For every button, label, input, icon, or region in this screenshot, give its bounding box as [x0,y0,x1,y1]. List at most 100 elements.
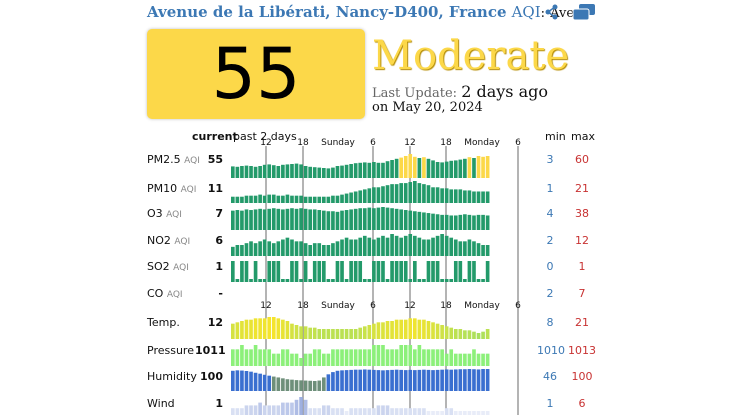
share-icon[interactable] [545,4,559,24]
bar-wind-47 [444,408,449,415]
bar-no2-47 [444,235,449,256]
bar-so2-22 [331,279,335,282]
bar-humidity-38 [403,370,408,391]
row-min-so2: 0 [546,260,554,273]
row-label-pressure: Pressure [147,344,194,357]
bar-o3-37 [399,209,403,230]
bar-temp-25 [344,329,349,339]
bar-pressure-4 [249,349,253,366]
bar-so2-51 [463,279,467,282]
bar-pm25-53 [472,158,476,178]
bar-o3-2 [240,210,244,230]
bar-temp-34 [385,321,390,339]
bar-so2-54 [476,279,481,282]
bar-humidity-48 [449,369,454,391]
bar-wind-0 [231,408,235,415]
bar-pressure-52 [467,353,472,366]
bar-wind-39 [408,408,413,415]
bar-so2-8 [267,261,272,282]
bar-wind-48 [449,408,454,415]
bar-humidity-32 [376,370,381,391]
row-unit: AQI [166,210,182,220]
bar-pm25-28 [358,162,363,178]
bar-so2-44 [431,261,435,282]
bar-humidity-4 [249,371,253,391]
bar-pm25-13 [290,164,294,178]
windows-icon[interactable] [572,3,596,25]
bar-pm10-34 [385,185,390,203]
bar-o3-42 [422,212,426,230]
bar-so2-12 [285,279,290,282]
bar-so2-36 [394,261,399,282]
bar-pressure-28 [358,349,363,366]
bar-wind-13 [290,402,294,415]
bar-so2-5 [253,261,258,282]
bar-pm10-1 [235,196,240,203]
bar-pressure-10 [276,353,281,366]
bar-no2-29 [362,235,367,256]
bar-temp-15 [299,326,303,339]
bar-o3-31 [372,208,376,230]
bar-temp-40 [413,318,417,339]
bar-no2-5 [253,243,258,256]
bar-no2-23 [335,241,340,256]
row-max-co: 7 [578,287,586,300]
bar-o3-38 [403,210,408,230]
bar-o3-46 [440,214,444,230]
bar-pm10-3 [244,195,249,203]
bar-o3-48 [449,215,454,230]
bar-o3-14 [294,208,299,230]
bar-o3-0 [231,210,235,230]
bar-pm25-17 [308,166,312,178]
bar-so2-30 [367,279,372,282]
bar-no2-36 [394,235,399,256]
bar-so2-34 [385,279,390,282]
bar-pm25-27 [353,163,358,178]
bar-humidity-40 [413,370,417,391]
bar-no2-30 [367,237,372,256]
bar-pm25-20 [322,168,326,178]
bar-wind-50 [458,411,463,415]
bar-temp-47 [444,326,449,339]
bar-temp-31 [372,323,376,339]
bar-o3-32 [376,207,381,230]
bar-so2-31 [372,261,376,282]
bar-no2-52 [467,239,472,256]
bar-wind-11 [281,402,285,415]
bar-o3-52 [467,214,472,230]
bar-so2-33 [381,261,385,282]
row-min-pressure: 1010 [537,344,565,357]
row-unit: AQI [184,156,200,166]
bar-temp-42 [422,319,426,339]
bar-pressure-36 [394,349,399,366]
bar-no2-18 [312,243,317,256]
bar-wind-51 [463,411,467,415]
bar-wind-6 [258,402,262,415]
bar-pm25-39 [408,154,413,178]
bar-temp-16 [303,326,308,339]
bar-so2-38 [403,261,408,282]
station-name-link[interactable]: Avenue de la Libérati, Nancy-D400, Franc… [147,3,507,21]
bar-humidity-31 [372,369,376,391]
bar-pm10-14 [294,195,299,203]
bar-no2-1 [235,245,240,256]
bar-pm10-17 [308,196,312,203]
bar-pm10-32 [376,187,381,203]
bar-wind-10 [276,405,281,415]
bar-pm25-22 [331,167,335,178]
bar-humidity-30 [367,369,372,391]
bar-no2-19 [317,243,322,256]
bar-so2-4 [249,279,253,282]
row-current-pm2-5: 55 [207,153,223,166]
bar-so2-16 [303,261,308,282]
row-label-humidity: Humidity [147,370,197,383]
bar-o3-22 [331,211,335,230]
bar-wind-18 [312,408,317,415]
bar-o3-17 [308,209,312,230]
bar-so2-7 [262,279,267,282]
bar-pm10-54 [476,191,481,203]
bar-o3-19 [317,210,322,230]
bar-pm10-51 [463,190,467,203]
bar-so2-14 [294,261,299,282]
